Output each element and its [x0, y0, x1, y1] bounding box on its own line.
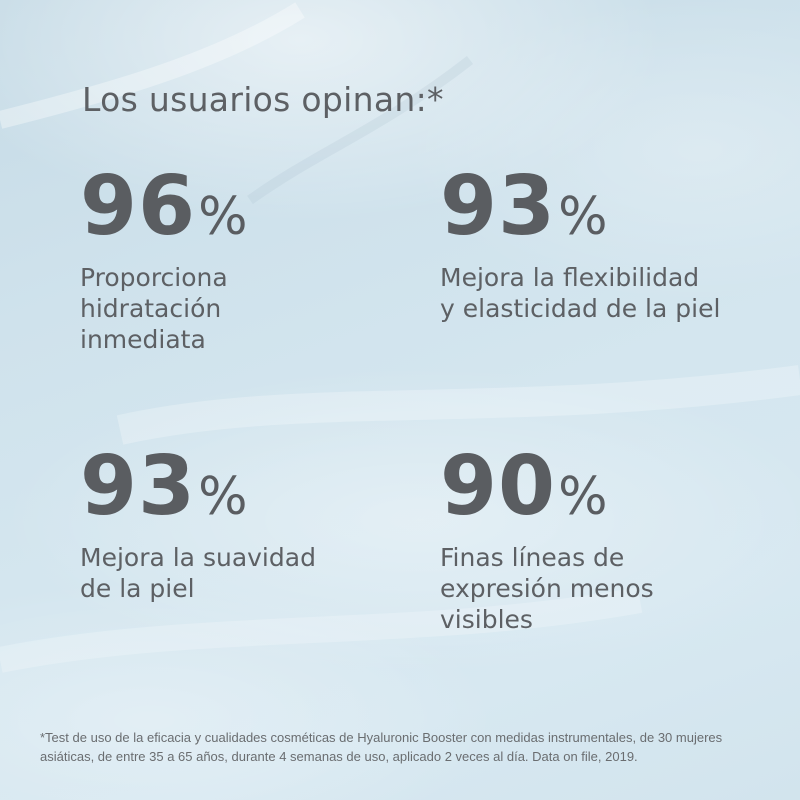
stat-fine-lines: 90% Finas líneas de expresión menos visi… [440, 446, 654, 635]
percent-sign: % [198, 187, 248, 247]
stat-description: Proporciona hidratación inmediata [80, 263, 228, 354]
stat-flexibility: 93% Mejora la flexibilidad y elasticidad… [440, 166, 720, 324]
stat-value: 93% [80, 446, 316, 528]
percent-sign: % [558, 187, 608, 247]
stat-value: 93% [440, 166, 720, 248]
stat-description: Finas líneas de expresión menos visibles [440, 543, 654, 634]
stat-description: Mejora la flexibilidad y elasticidad de … [440, 263, 721, 323]
percent-sign: % [198, 467, 248, 527]
stat-smoothness: 93% Mejora la suavidad de la piel [80, 446, 316, 604]
percent-sign: % [558, 467, 608, 527]
stat-value: 90% [440, 446, 654, 528]
stat-value: 96% [80, 166, 248, 248]
stat-number: 96 [80, 159, 197, 254]
page-title: Los usuarios opinan:* [82, 80, 444, 119]
stat-hydration: 96% Proporciona hidratación inmediata [80, 166, 248, 355]
stat-number: 93 [440, 159, 557, 254]
stat-number: 90 [440, 439, 557, 534]
stat-number: 93 [80, 439, 197, 534]
footnote: *Test de uso de la eficacia y cualidades… [40, 730, 723, 764]
stat-description: Mejora la suavidad de la piel [80, 543, 316, 603]
